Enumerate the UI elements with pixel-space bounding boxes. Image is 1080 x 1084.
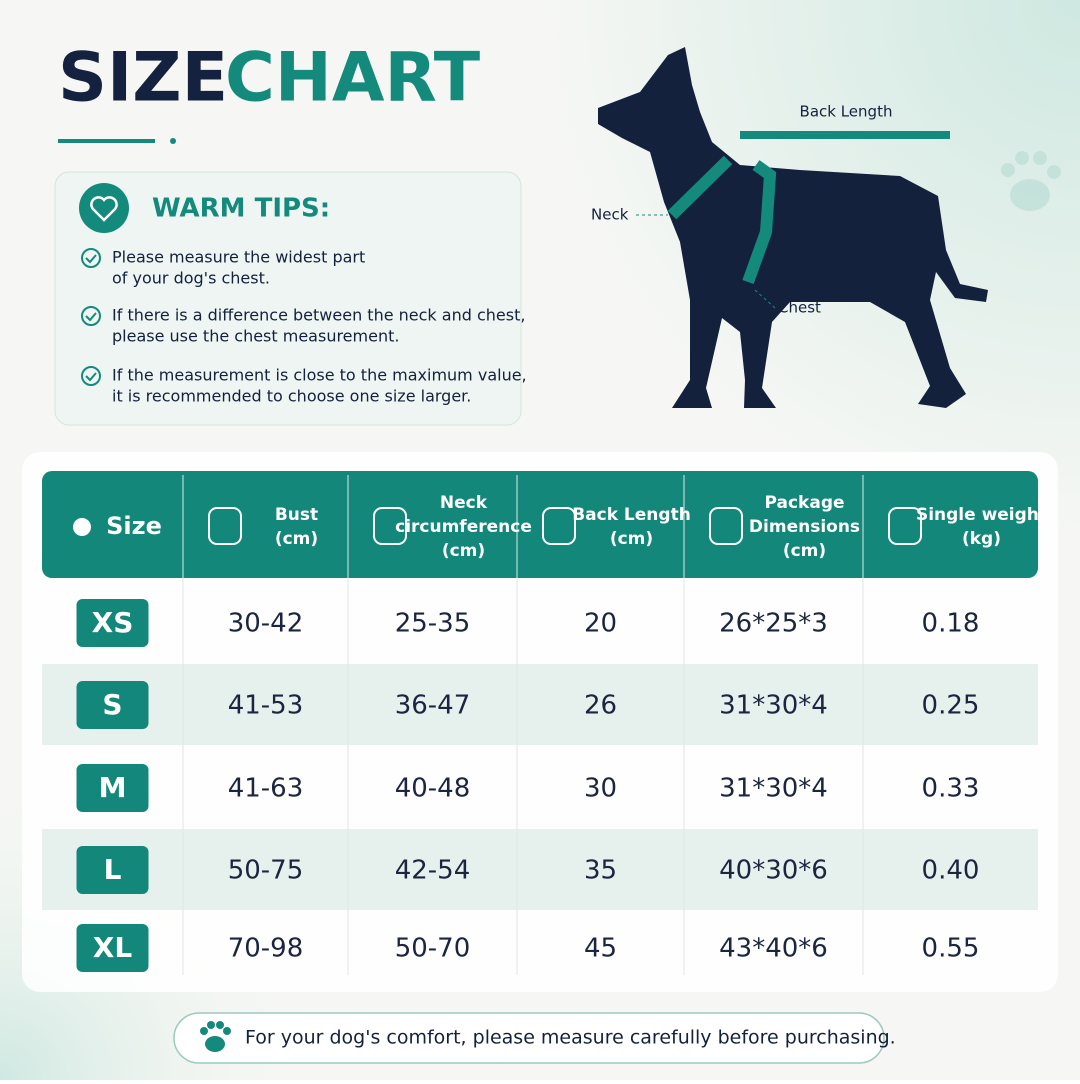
cell-text: 41-63 — [228, 774, 304, 804]
neck-label: Neck — [591, 206, 629, 224]
header-text: Bust — [275, 505, 318, 525]
heart-badge — [79, 183, 129, 233]
header-text: (cm) — [783, 541, 826, 561]
cell-text: 36-47 — [395, 691, 471, 721]
header-text: Dimensions — [749, 517, 860, 537]
header-text: Size — [106, 512, 162, 540]
size-label: M — [99, 771, 127, 804]
tips-title: WARM TIPS: — [152, 194, 330, 224]
footer-paw — [200, 1021, 231, 1052]
title-accent: CHART — [225, 39, 481, 118]
cell-text: 0.33 — [922, 774, 980, 804]
check-icon — [81, 306, 101, 326]
tip-text: it is recommended to choose one size lar… — [112, 387, 471, 406]
paw-deco — [1001, 151, 1061, 211]
cell-text: 26 — [584, 691, 617, 721]
header-text: (cm) — [275, 529, 318, 549]
size-badge — [76, 924, 149, 972]
size-badge — [76, 599, 149, 647]
cell-text: 0.25 — [922, 691, 980, 721]
cell-text: 25-35 — [395, 609, 471, 639]
header-text: (cm) — [610, 529, 653, 549]
size-label: L — [104, 853, 122, 886]
heart-icon — [90, 196, 118, 222]
cell-text: 40*30*6 — [719, 856, 828, 886]
cell-text: 45 — [584, 934, 617, 964]
header-text: Back Length — [572, 505, 691, 525]
size-label: S — [102, 688, 122, 721]
chest-label: Chest — [778, 299, 821, 317]
row-stripe — [42, 664, 1038, 745]
size-label: XS — [92, 606, 134, 639]
header-icon — [73, 518, 91, 536]
tip-text: If there is a difference between the nec… — [112, 306, 525, 325]
cell-text: 31*30*4 — [719, 774, 828, 804]
cell-text: 0.18 — [922, 609, 980, 639]
dog-silhouette — [598, 47, 988, 408]
footer-note: For your dog's comfort, please measure c… — [245, 1027, 896, 1049]
header-text: circumference — [395, 517, 532, 537]
header-icon — [208, 507, 242, 545]
neck-strap — [667, 155, 733, 220]
check-mark — [85, 312, 97, 322]
chest-leader — [754, 289, 776, 309]
check-icon — [81, 248, 101, 268]
tips-list: Please measure the widest part of your do… — [81, 248, 527, 406]
tip-text: Please measure the widest part — [112, 248, 365, 267]
cell-text: 42-54 — [395, 856, 471, 886]
cell-text: 43*40*6 — [719, 934, 828, 964]
cell-text: 50-70 — [395, 934, 471, 964]
cell-text: 50-75 — [228, 856, 304, 886]
check-mark — [85, 372, 97, 382]
cell-text: 30-42 — [228, 609, 304, 639]
size-badge — [76, 764, 149, 812]
title-dot — [170, 138, 176, 144]
cell-text: 41-53 — [228, 691, 304, 721]
header-text: Package — [764, 493, 844, 513]
row-stripe — [42, 829, 1038, 910]
cell-text: 26*25*3 — [719, 609, 828, 639]
header-text: Single weight — [916, 505, 1047, 525]
cell-text: 70-98 — [228, 934, 304, 964]
cell-text: 40-48 — [395, 774, 471, 804]
chest-strap — [742, 160, 777, 285]
tip-text: If the measurement is close to the maxim… — [112, 366, 527, 385]
size-label: XL — [93, 931, 133, 964]
back-length-label: Back Length — [800, 103, 893, 121]
header-icon — [888, 507, 922, 545]
cell-text: 35 — [584, 856, 617, 886]
header-text: Neck — [440, 493, 488, 513]
size-table: Size Bust (cm) Neck circumference (cm) Back Le… — [42, 475, 1047, 975]
cell-text: 30 — [584, 774, 617, 804]
cell-text: 0.40 — [922, 856, 980, 886]
title-dark: SIZE — [58, 39, 228, 118]
header-text: (kg) — [962, 529, 1001, 549]
header-icon — [542, 507, 576, 545]
header-icon — [373, 507, 407, 545]
tip-text: of your dog's chest. — [112, 269, 270, 288]
size-badge — [76, 681, 149, 729]
cell-text: 31*30*4 — [719, 691, 828, 721]
footer-box — [173, 1012, 885, 1064]
header-icon — [709, 507, 743, 545]
header-text: (cm) — [442, 541, 485, 561]
table-header — [42, 471, 1038, 578]
size-badge — [76, 846, 149, 894]
check-icon — [81, 366, 101, 386]
tip-text: please use the chest measurement. — [112, 327, 399, 346]
cell-text: 0.55 — [922, 934, 980, 964]
tips-box — [54, 171, 522, 426]
check-mark — [85, 254, 97, 264]
cell-text: 20 — [584, 609, 617, 639]
